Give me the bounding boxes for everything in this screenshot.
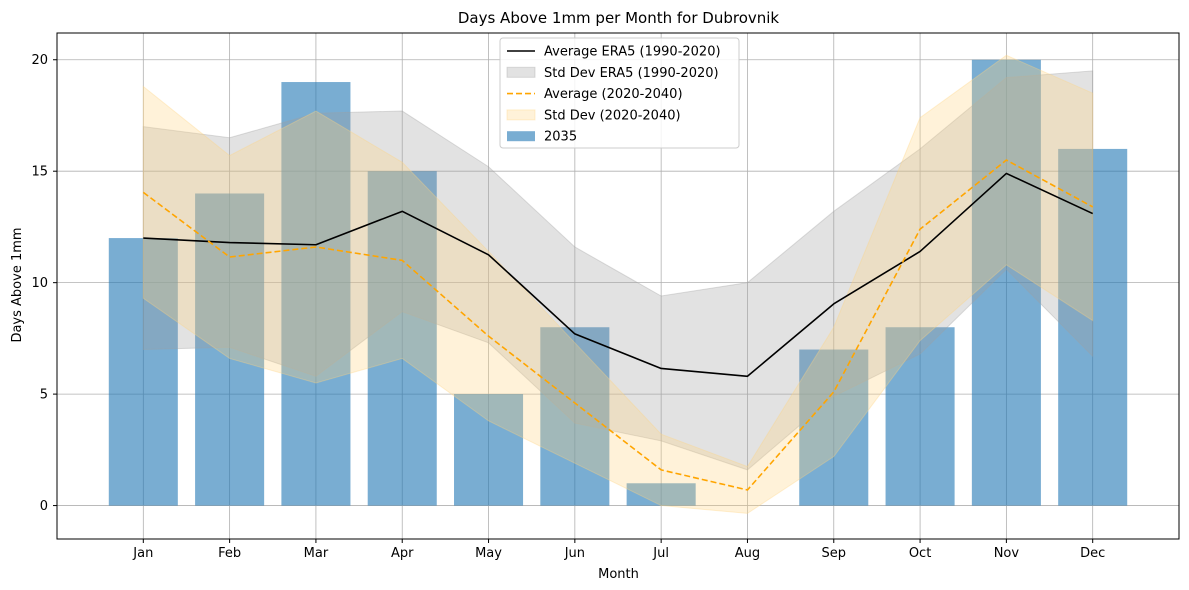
bar-2035 [626,483,696,506]
legend-label: 2035 [544,130,577,145]
y-tick-label: 5 [40,388,48,403]
bar-2035 [281,82,351,506]
plot-area: Jan Feb Mar Apr May Jun Jul Aug Sep Oct Nov Dec 0 5 10… [31,32,1180,561]
bar-2035 [971,59,1041,506]
x-tick-label: Mar [304,546,329,561]
chart-title: Days Above 1mm per Month for Dubrovnik [458,9,780,27]
bar-2035 [885,327,955,506]
average-2020-2040-line [142,159,1094,491]
y-tick-label: 15 [31,165,48,180]
x-tick-label: Aug [735,546,760,561]
legend-label: Average (2020-2040) [544,87,683,102]
x-tick-label: Nov [994,546,1020,561]
x-tick-label: Jun [564,546,585,561]
legend-swatch-std-dev-era5 [506,66,536,78]
legend-label: Average ERA5 (1990-2020) [544,45,721,60]
x-tick-label: Jan [132,546,153,561]
x-tick-label: May [475,546,502,561]
plot-frame [56,32,1180,540]
bar-2035 [195,193,265,506]
x-tick-label: Dec [1080,546,1105,561]
x-tick-label: Apr [391,546,414,561]
bar-2035 [799,349,869,506]
legend-swatch-std-dev-2020-2040 [506,109,536,121]
legend-swatch-2035 [507,131,535,142]
legend: Average ERA5 (1990-2020) Std Dev ERA5 (19… [499,37,740,149]
legend-box [499,37,740,149]
bar-2035 [108,238,178,506]
bar-2035 [540,327,610,506]
x-tick-label: Feb [218,546,241,561]
std-dev-2020-2040-band [142,54,1094,514]
y-tick-label: 20 [31,53,48,68]
average-era5-line [143,172,1094,378]
bar-2035 [454,394,524,506]
x-tick-label: Oct [909,546,931,561]
bar-2035 [367,171,437,506]
std-dev-era5-band [142,70,1094,471]
y-tick-label: 10 [31,276,48,291]
y-tick-label: 0 [40,499,48,514]
bar-2035 [1058,148,1128,506]
x-tick-label: Sep [822,546,847,561]
legend-label: Std Dev (2020-2040) [544,108,681,123]
x-tick-label: Jul [652,546,669,561]
y-axis-title: Days Above 1mm [10,227,25,342]
x-axis-title: Month [598,567,639,582]
legend-label: Std Dev ERA5 (1990-2020) [544,66,719,81]
